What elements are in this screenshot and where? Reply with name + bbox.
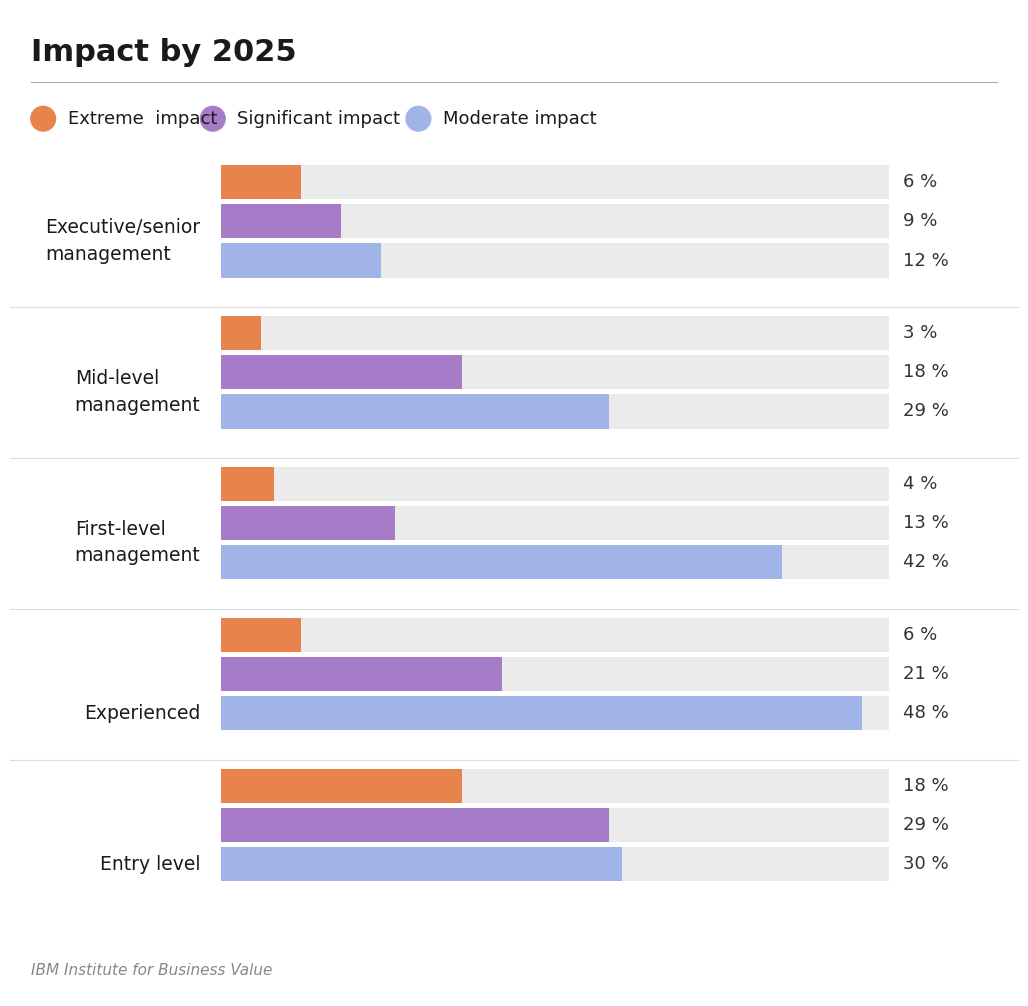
Bar <box>221 696 889 730</box>
Bar <box>221 657 889 691</box>
Bar <box>221 243 381 278</box>
Bar <box>221 769 889 803</box>
Bar <box>221 545 782 579</box>
Bar <box>221 467 274 501</box>
Ellipse shape <box>406 107 431 131</box>
Text: IBM Institute for Business Value: IBM Institute for Business Value <box>31 963 272 978</box>
Bar <box>221 243 889 278</box>
Ellipse shape <box>200 107 225 131</box>
Bar <box>221 355 889 389</box>
Bar <box>221 847 889 881</box>
Text: Extreme  impact: Extreme impact <box>68 110 217 128</box>
Text: 9 %: 9 % <box>903 212 937 230</box>
Bar <box>221 394 889 429</box>
Text: 29 %: 29 % <box>903 402 949 421</box>
Bar <box>221 696 862 730</box>
Bar <box>221 808 889 842</box>
Text: Executive/senior
management: Executive/senior management <box>45 218 200 264</box>
Text: Impact by 2025: Impact by 2025 <box>31 38 296 67</box>
Text: 18 %: 18 % <box>903 777 948 795</box>
Text: 21 %: 21 % <box>903 665 949 683</box>
Text: Entry level: Entry level <box>100 855 200 873</box>
Bar <box>221 165 301 199</box>
Bar <box>221 618 301 652</box>
Bar <box>221 545 889 579</box>
Text: First-level
management: First-level management <box>75 520 200 565</box>
Text: 6 %: 6 % <box>903 173 937 191</box>
Text: 29 %: 29 % <box>903 816 949 834</box>
Text: 4 %: 4 % <box>903 475 937 493</box>
Bar <box>221 204 889 238</box>
Text: 6 %: 6 % <box>903 626 937 644</box>
Text: 42 %: 42 % <box>903 553 949 571</box>
Text: Moderate impact: Moderate impact <box>443 110 596 128</box>
Bar <box>221 204 341 238</box>
Text: 30 %: 30 % <box>903 855 948 873</box>
Bar <box>221 394 609 429</box>
Bar <box>221 355 462 389</box>
Text: Experienced: Experienced <box>84 704 200 722</box>
Bar <box>221 769 462 803</box>
Text: 18 %: 18 % <box>903 363 948 381</box>
Text: 13 %: 13 % <box>903 514 949 532</box>
Text: 48 %: 48 % <box>903 704 949 722</box>
Bar <box>221 165 889 199</box>
Bar <box>221 316 261 350</box>
Text: Mid-level
management: Mid-level management <box>75 369 200 414</box>
Bar <box>221 467 889 501</box>
Bar <box>221 316 889 350</box>
Bar <box>221 506 395 540</box>
Ellipse shape <box>31 107 56 131</box>
Bar <box>221 847 622 881</box>
Text: 3 %: 3 % <box>903 324 937 342</box>
Bar <box>221 657 502 691</box>
Bar <box>221 506 889 540</box>
Bar <box>221 618 889 652</box>
Text: Significant impact: Significant impact <box>237 110 401 128</box>
Bar <box>221 808 609 842</box>
Text: 12 %: 12 % <box>903 252 949 270</box>
